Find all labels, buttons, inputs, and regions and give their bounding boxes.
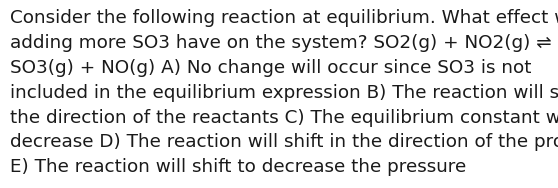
Text: Consider the following reaction at equilibrium. What effect will: Consider the following reaction at equil… bbox=[10, 9, 558, 27]
Text: decrease D) The reaction will shift in the direction of the products: decrease D) The reaction will shift in t… bbox=[10, 133, 558, 152]
Text: E) The reaction will shift to decrease the pressure: E) The reaction will shift to decrease t… bbox=[10, 158, 466, 176]
Text: the direction of the reactants C) The equilibrium constant will: the direction of the reactants C) The eq… bbox=[10, 109, 558, 127]
Text: adding more SO3 have on the system? SO2(g) + NO2(g) ⇌: adding more SO3 have on the system? SO2(… bbox=[10, 34, 552, 52]
Text: included in the equilibrium expression B) The reaction will shift in: included in the equilibrium expression B… bbox=[10, 84, 558, 102]
Text: SO3(g) + NO(g) A) No change will occur since SO3 is not: SO3(g) + NO(g) A) No change will occur s… bbox=[10, 59, 532, 77]
